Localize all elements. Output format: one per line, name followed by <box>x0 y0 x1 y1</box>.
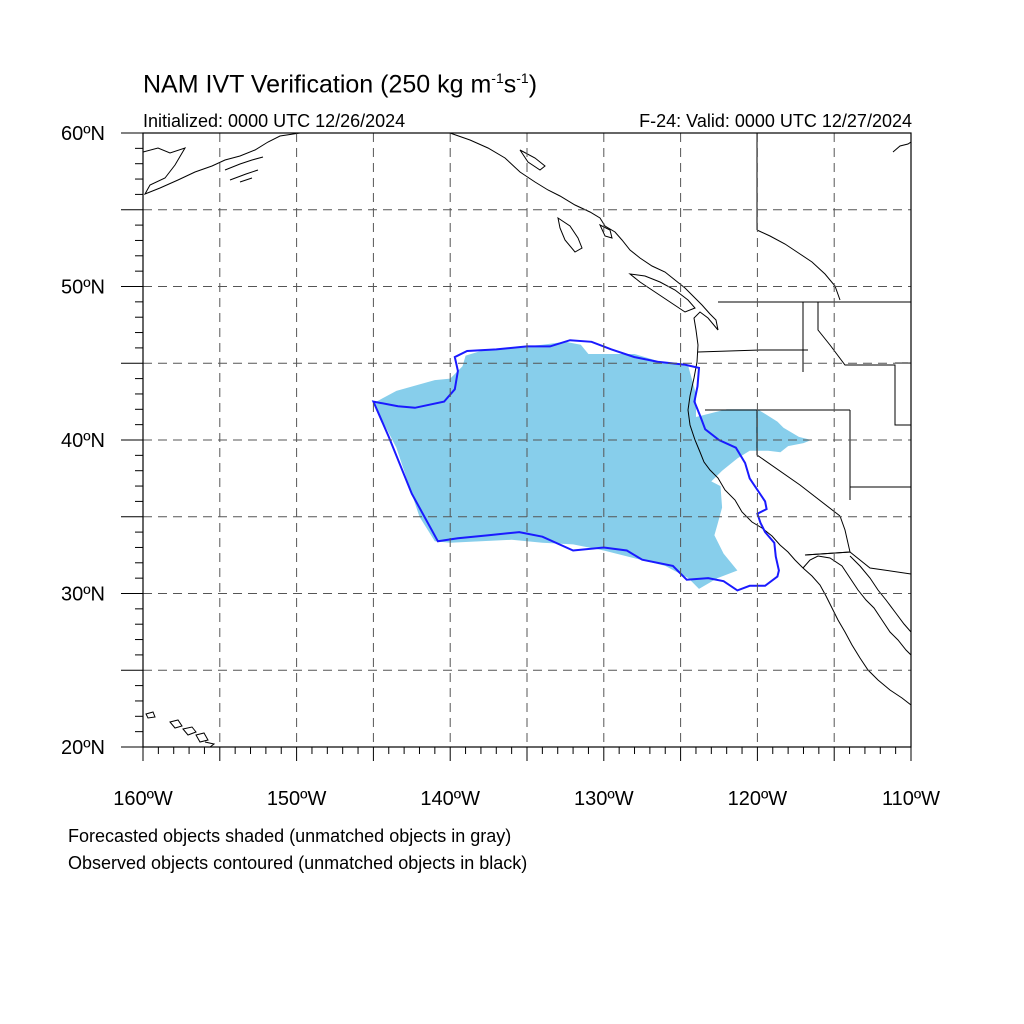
lon-label: 140ºW <box>420 788 480 810</box>
hawaii-islands <box>145 711 216 747</box>
lon-label: 160ºW <box>113 788 173 810</box>
coastlines <box>143 133 911 747</box>
bc-coastline <box>449 133 719 331</box>
lat-label: 30ºN <box>61 584 105 606</box>
axis-ticks <box>121 132 912 761</box>
latitude-labels: 60ºN 50ºN 40ºN 30ºN 20ºN <box>61 123 105 759</box>
valid-time: F-24: Valid: 0000 UTC 12/27/2024 <box>639 111 912 131</box>
map-plot-area <box>143 133 911 747</box>
az-ca-border <box>804 515 851 556</box>
ne-corner-coast <box>892 141 911 153</box>
lat-label: 20ºN <box>61 737 105 759</box>
wa-or-border <box>697 349 808 353</box>
alaska-coastline <box>143 133 301 195</box>
borders <box>697 133 911 575</box>
longitude-labels: 160ºW 150ºW 140ºW 130ºW 120ºW 110ºW <box>113 788 940 810</box>
montana-border <box>817 302 911 426</box>
ca-nv-border <box>756 410 841 517</box>
forecast-note: Forecasted objects shaded (unmatched obj… <box>68 826 512 846</box>
interior-line <box>756 229 841 301</box>
observed-note: Observed objects contoured (unmatched ob… <box>68 853 528 873</box>
lat-label: 40ºN <box>61 430 105 452</box>
initialized-time: Initialized: 0000 UTC 12/26/2024 <box>143 111 406 131</box>
lat-label: 60ºN <box>61 123 105 145</box>
alaska-islands <box>224 156 264 183</box>
lon-label: 110ºW <box>882 788 940 810</box>
us-mexico-border <box>804 551 911 575</box>
mainland-mexico-coast <box>849 555 911 633</box>
forecast-ivt-object <box>373 341 812 589</box>
observed-ivt-contour <box>371 339 780 592</box>
lon-label: 130ºW <box>574 788 634 810</box>
bc-islands <box>519 149 696 313</box>
lon-label: 150ºW <box>267 788 327 810</box>
lat-label: 50ºN <box>61 277 105 299</box>
baja-coastline <box>802 555 911 656</box>
map-title: NAM IVT Verification (250 kg m-1s-1) <box>143 70 538 99</box>
lat-lon-grid <box>143 133 911 747</box>
lon-label: 120ºW <box>728 788 788 810</box>
